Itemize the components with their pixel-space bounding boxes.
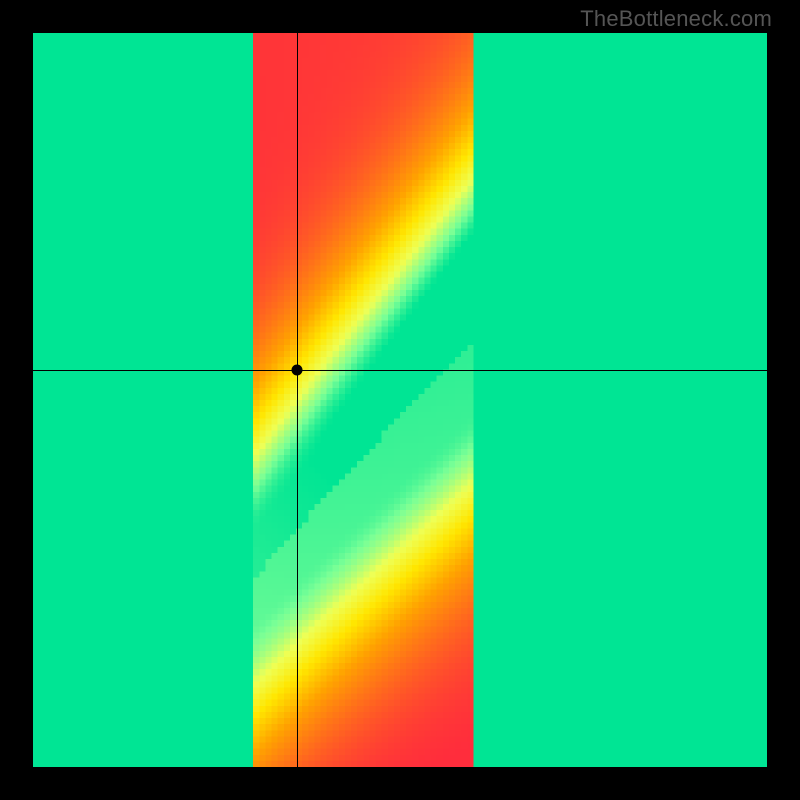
heatmap-plot: [33, 33, 767, 767]
watermark-text: TheBottleneck.com: [580, 6, 772, 32]
crosshair-vertical: [297, 33, 298, 767]
crosshair-marker: [292, 364, 303, 375]
crosshair-horizontal: [33, 370, 767, 371]
heatmap-canvas: [33, 33, 767, 767]
